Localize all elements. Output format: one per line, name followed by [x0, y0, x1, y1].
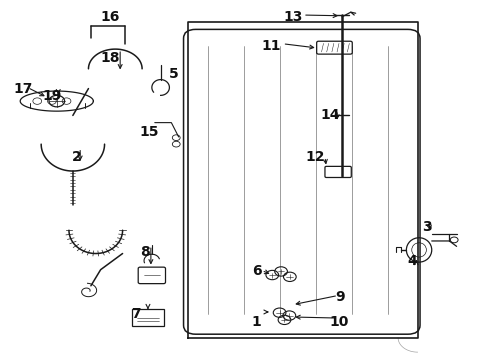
- Text: 14: 14: [320, 108, 339, 122]
- Text: 10: 10: [329, 315, 348, 329]
- Text: 7: 7: [131, 307, 141, 321]
- Text: 13: 13: [283, 10, 303, 24]
- Text: 5: 5: [168, 67, 178, 81]
- Text: 17: 17: [13, 82, 32, 95]
- Text: 6: 6: [251, 265, 261, 278]
- Text: 12: 12: [305, 150, 325, 164]
- Text: 15: 15: [140, 125, 159, 139]
- Text: 9: 9: [334, 289, 344, 303]
- Text: 19: 19: [42, 89, 61, 103]
- Text: 8: 8: [140, 245, 149, 259]
- Text: 11: 11: [261, 39, 281, 53]
- Text: 16: 16: [101, 10, 120, 24]
- Text: 1: 1: [251, 315, 261, 329]
- Text: 4: 4: [407, 254, 417, 268]
- Text: 3: 3: [422, 220, 431, 234]
- Text: 2: 2: [71, 150, 81, 164]
- Text: 18: 18: [101, 51, 120, 65]
